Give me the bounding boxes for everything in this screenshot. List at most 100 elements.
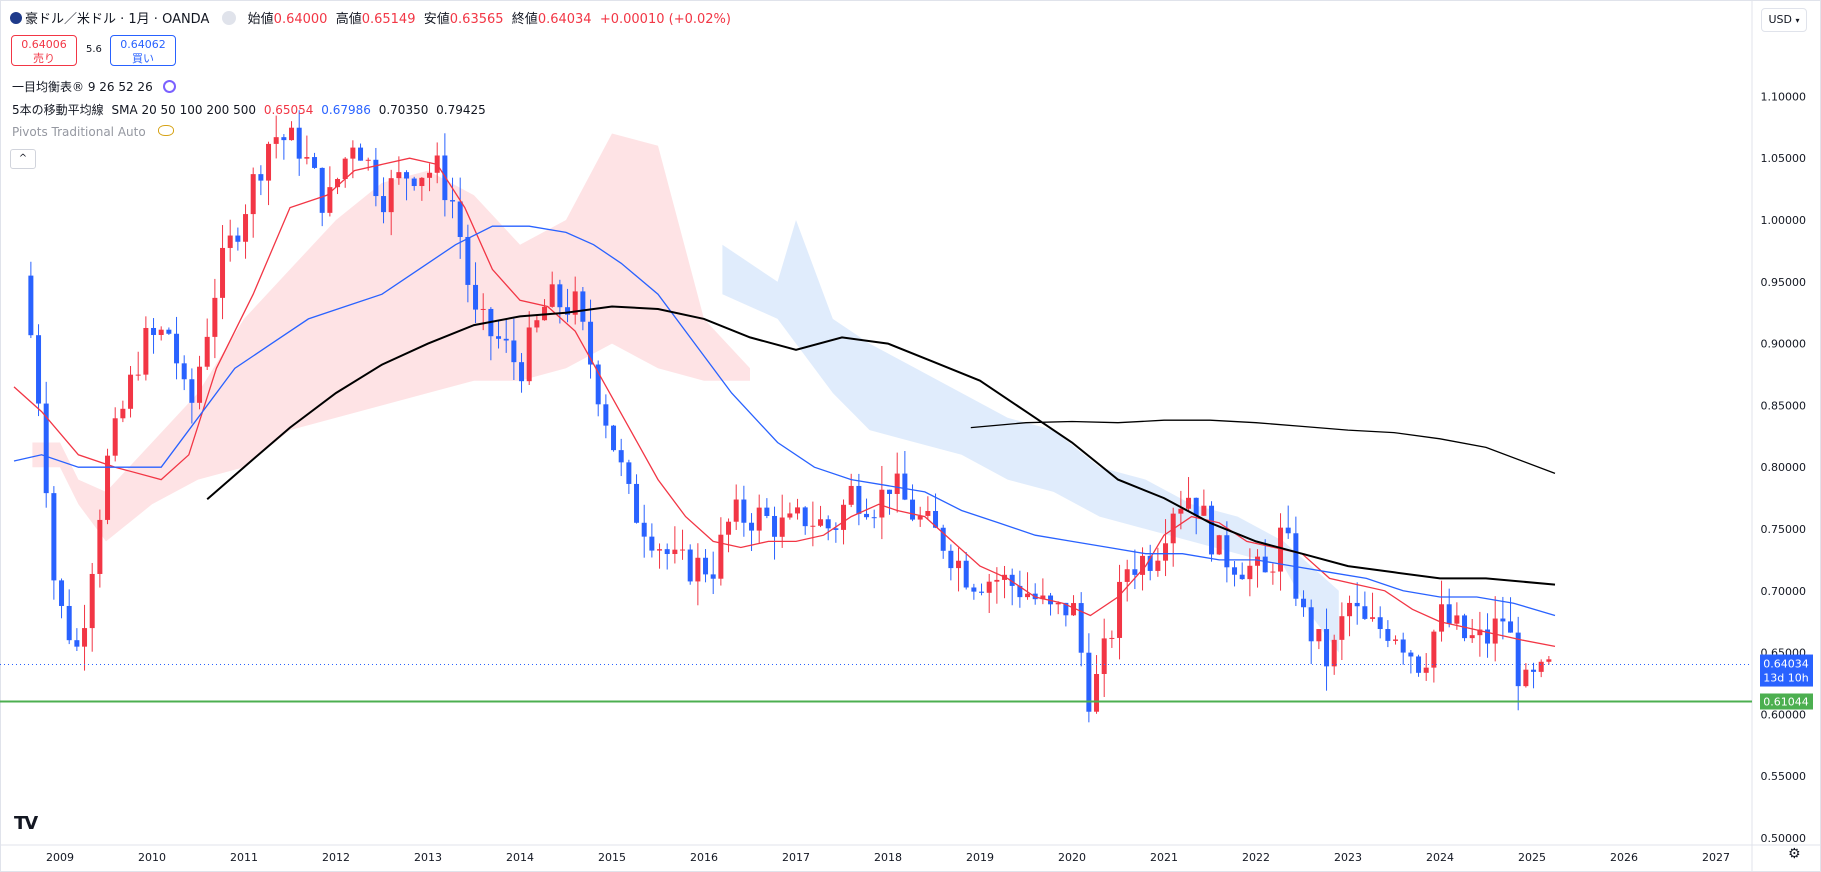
market-dot-icon <box>221 11 236 25</box>
candle-body <box>848 485 854 505</box>
candle-body <box>772 515 778 537</box>
x-tick-label: 2017 <box>782 851 810 864</box>
candle-body <box>273 137 279 144</box>
ichimoku-cloud-bull <box>32 133 750 542</box>
candle-body <box>1101 638 1107 674</box>
candle-body <box>726 521 732 535</box>
ichimoku-legend[interactable]: 一目均衡表® 9 26 52 26 <box>12 78 176 95</box>
symbol-title[interactable]: 豪ドル／米ドル · 1月 · OANDA <box>25 12 210 27</box>
buy-button[interactable]: 0.64062 買い <box>110 35 176 66</box>
x-tick-label: 2015 <box>598 851 626 864</box>
candle-body <box>741 499 747 523</box>
sma-value-4: 0.79425 <box>436 103 486 117</box>
candle-body <box>1331 639 1337 667</box>
candle-body <box>1262 556 1268 573</box>
candle-body <box>105 455 111 520</box>
support-price-tag <box>1760 693 1813 710</box>
x-tick-label: 2014 <box>506 851 534 864</box>
candle-body <box>825 519 831 529</box>
x-tick-label: 2010 <box>138 851 166 864</box>
candle-body <box>1400 639 1406 653</box>
candle-body <box>181 363 187 380</box>
candle-body <box>82 628 88 647</box>
candle-body <box>1186 497 1192 509</box>
candle-body <box>879 489 885 518</box>
candle-body <box>618 450 624 463</box>
chevron-down-icon: ▾ <box>1795 16 1800 25</box>
candle-body <box>1063 602 1069 616</box>
candle-body <box>818 519 824 526</box>
candle-body <box>986 581 992 593</box>
y-tick-label: 0.90000 <box>1761 338 1807 351</box>
candle-body <box>358 147 364 161</box>
sell-button[interactable]: 0.64006 売り <box>11 35 77 66</box>
gear-icon[interactable]: ⚙ <box>1788 846 1801 862</box>
refresh-icon[interactable] <box>162 80 176 93</box>
candle-body <box>128 374 134 409</box>
spread-value: 5.6 <box>86 44 102 55</box>
candle-body <box>749 522 755 531</box>
currency-select[interactable]: USD ▾ <box>1761 8 1807 32</box>
candle-body <box>1354 602 1360 607</box>
ichimoku-label: 一目均衡表® 9 26 52 26 <box>12 80 153 94</box>
candle-body <box>227 235 233 248</box>
candle-body <box>756 507 762 531</box>
tradingview-logo[interactable]: TV <box>14 813 38 834</box>
pivots-label: Pivots Traditional Auto <box>12 125 146 139</box>
x-tick-label: 2021 <box>1150 851 1178 864</box>
close-label: 終値 <box>511 12 538 27</box>
x-tick-label: 2016 <box>690 851 718 864</box>
candle-body <box>473 284 479 310</box>
last-price-label: 0.64034 <box>1763 658 1809 671</box>
candle-body <box>296 127 302 159</box>
y-tick-label: 0.80000 <box>1761 461 1807 474</box>
candle-body <box>243 214 249 242</box>
candle-body <box>1224 535 1230 568</box>
candle-body <box>258 174 264 181</box>
sma-value-1: 0.65054 <box>263 103 314 117</box>
candle-body <box>611 425 617 451</box>
candle-body <box>480 308 486 310</box>
candle-body <box>1362 606 1368 619</box>
candle-body <box>197 366 203 403</box>
candle-body <box>143 327 149 375</box>
y-tick-label: 0.70000 <box>1761 585 1807 598</box>
candle-body <box>1339 616 1345 640</box>
candle-body <box>802 507 808 527</box>
candle-body <box>97 519 103 574</box>
candle-body <box>1431 631 1437 668</box>
candle-body <box>557 284 563 308</box>
sma-value-2: 0.67986 <box>321 103 371 117</box>
candle-body <box>710 574 716 579</box>
candle-body <box>925 510 931 516</box>
candle-body <box>1193 497 1199 516</box>
candle-body <box>1500 618 1506 622</box>
candle-body <box>1017 585 1023 598</box>
collapse-legend-button[interactable]: ^ <box>10 149 36 169</box>
candle-body <box>28 275 34 336</box>
candle-body <box>664 549 670 555</box>
ichimoku-cloud-bear <box>722 220 1339 653</box>
candle-body <box>1209 505 1215 555</box>
pivots-legend[interactable]: Pivots Traditional Auto <box>12 125 174 139</box>
candle-body <box>1324 629 1330 667</box>
candle-body <box>841 504 847 530</box>
candle-body <box>74 640 80 647</box>
y-tick-label: 0.55000 <box>1761 770 1807 783</box>
candle-body <box>1025 593 1031 598</box>
eye-hidden-icon[interactable] <box>157 125 174 136</box>
low-value: 0.63565 <box>449 12 504 27</box>
sell-label: 売り <box>33 52 55 65</box>
candle-body <box>787 513 793 518</box>
y-tick-label: 1.00000 <box>1761 214 1807 227</box>
candle-body <box>404 172 410 179</box>
candle-body <box>603 404 609 426</box>
candle-body <box>1308 607 1314 642</box>
candle-body <box>1485 629 1491 644</box>
sma-legend[interactable]: 5本の移動平均線 SMA 20 50 100 200 500 0.65054 0… <box>12 101 486 118</box>
candle-body <box>764 507 770 516</box>
candle-body <box>1155 560 1161 571</box>
candle-body <box>1408 652 1414 657</box>
candle-body <box>496 336 502 339</box>
